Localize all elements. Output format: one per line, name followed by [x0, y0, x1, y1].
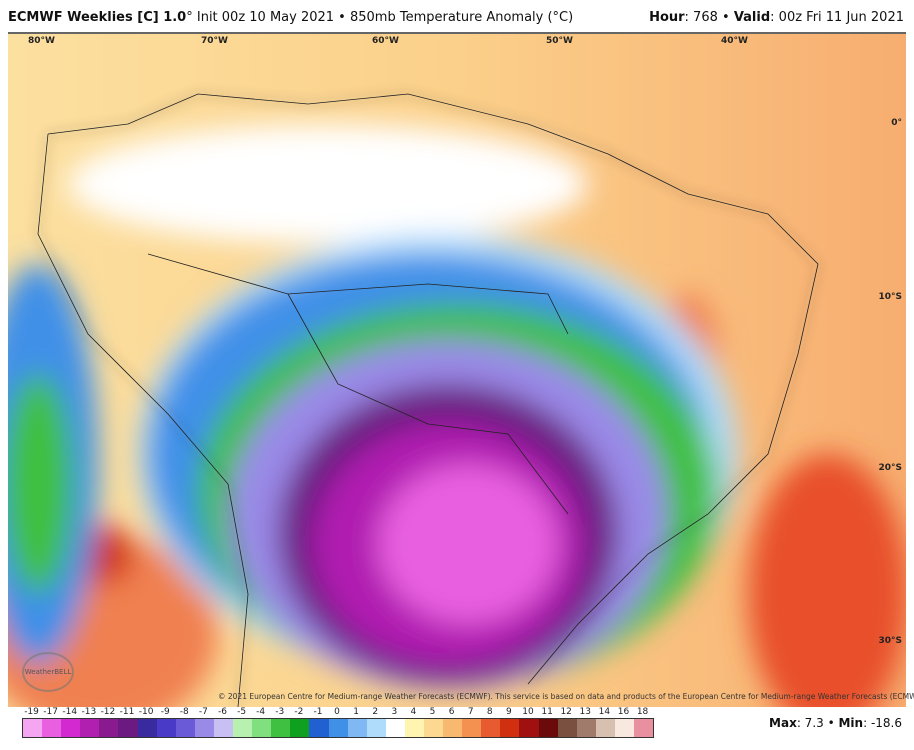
- max-min-readout: Max: 7.3 • Min: -18.6: [769, 716, 902, 730]
- anomaly-map: [8, 32, 906, 707]
- colorbar-tick-label: -11: [119, 707, 135, 717]
- colorbar-tick-label: 0: [334, 707, 340, 717]
- lat-label: 10°S: [878, 292, 902, 302]
- colorbar-swatch: [328, 719, 348, 737]
- colorbar-swatch: [423, 719, 444, 737]
- valid-time: Hour: 768 • Valid: 00z Fri 11 Jun 2021: [649, 10, 904, 25]
- colorbar-swatch: [118, 719, 138, 737]
- colorbar-tick-label: 8: [486, 707, 493, 717]
- anomaly-field: [8, 34, 906, 707]
- colorbar-tick-label: -17: [43, 707, 58, 717]
- colorbar-swatch: [366, 719, 386, 737]
- colorbar-swatch: [614, 719, 634, 737]
- lon-label: 40°W: [721, 36, 748, 46]
- colorbar-swatch: [309, 719, 329, 737]
- colorbar-tick-label: 16: [617, 707, 630, 717]
- colorbar-tick-label: -19: [24, 707, 39, 717]
- valid-label: Valid: [733, 10, 771, 25]
- colorbar-tick-label: -1: [313, 707, 323, 717]
- colorbar-swatch: [538, 719, 558, 737]
- lat-label: 20°S: [878, 463, 902, 473]
- copyright-notice: © 2021 European Centre for Medium-range …: [218, 692, 914, 701]
- colorbar-swatch: [42, 719, 62, 737]
- colorbar-tick-label: 10: [522, 707, 534, 717]
- colorbar-tick-label: -8: [179, 707, 189, 717]
- map-title: ECMWF Weeklies [C] 1.0° Init 00z 10 May …: [8, 10, 573, 25]
- colorbar-tick-label: 1: [353, 707, 359, 717]
- colorbar-swatch: [462, 719, 482, 737]
- colorbar-swatch: [271, 719, 291, 737]
- colorbar-swatch: [634, 719, 654, 737]
- colorbar-tick-label: 11: [541, 707, 553, 717]
- colorbar-swatch: [500, 719, 520, 737]
- min-label: Min: [838, 716, 864, 730]
- colorbar-tick-label: -6: [217, 707, 227, 717]
- colorbar-tick-label: 7: [467, 707, 474, 717]
- colorbar-tick-label: 18: [636, 707, 649, 717]
- colorbar-swatch: [61, 719, 81, 737]
- colorbar-tick-label: -7: [198, 707, 208, 717]
- colorbar-swatch: [23, 719, 43, 737]
- lon-label: 80°W: [28, 36, 55, 46]
- lat-label: 0°: [891, 118, 902, 128]
- colorbar-swatch: [385, 719, 405, 737]
- colorbar-tick-label: 6: [448, 707, 455, 717]
- init-info: Init 00z 10 May 2021 • 850mb Temperature…: [196, 10, 574, 25]
- hour-value: : 768 •: [684, 10, 734, 25]
- colorbar-tick-label: 13: [579, 707, 591, 717]
- colorbar-tick-label: 12: [560, 707, 572, 717]
- colorbar-swatch: [595, 719, 615, 737]
- lon-label: 50°W: [546, 36, 573, 46]
- colorbar-swatch: [252, 719, 272, 737]
- colorbar-swatch: [519, 719, 539, 737]
- colorbar-swatch: [347, 719, 367, 737]
- colorbar-swatch: [557, 719, 577, 737]
- degree-sign: °: [186, 10, 193, 25]
- weatherbell-logo: WeatherBELL: [22, 652, 74, 692]
- colorbar-tick-label: -9: [160, 707, 170, 717]
- colorbar-swatch: [137, 719, 157, 737]
- colorbar-tick-label: 5: [429, 707, 436, 717]
- lon-label: 60°W: [372, 36, 399, 46]
- colorbar-tick-label: 4: [410, 707, 417, 717]
- colorbar-tick-label: -13: [81, 707, 97, 717]
- colorbar: [22, 718, 654, 738]
- lat-label: 30°S: [878, 636, 902, 646]
- colorbar-tick-label: 3: [391, 707, 398, 717]
- colorbar-swatch: [99, 719, 119, 737]
- valid-value: : 00z Fri 11 Jun 2021: [770, 10, 904, 25]
- colorbar-swatch: [156, 719, 176, 737]
- colorbar-swatch: [443, 719, 463, 737]
- colorbar-swatch: [175, 719, 195, 737]
- colorbar-swatch: [194, 719, 214, 737]
- colorbar-swatch: [80, 719, 100, 737]
- colorbar-tick-label: -14: [62, 707, 78, 717]
- max-label: Max: [769, 716, 797, 730]
- colorbar-swatch: [404, 719, 424, 737]
- colorbar-swatch: [290, 719, 310, 737]
- colorbar-tick-label: 2: [372, 707, 379, 717]
- logo-text: WeatherBELL: [24, 668, 72, 676]
- colorbar-swatch: [213, 719, 234, 737]
- colorbar-tick-label: -4: [256, 707, 266, 717]
- colorbar-tick-label: -5: [237, 707, 247, 717]
- colorbar-swatch: [481, 719, 501, 737]
- max-value: : 7.3 •: [796, 716, 839, 730]
- product-name: ECMWF Weeklies [C] 1.0: [8, 10, 187, 25]
- colorbar-swatch: [233, 719, 253, 737]
- colorbar-tick-label: -3: [275, 707, 285, 717]
- lon-label: 70°W: [201, 36, 228, 46]
- colorbar-tick-label: 9: [506, 707, 512, 717]
- colorbar-tick-label: 14: [598, 707, 611, 717]
- min-value: : -18.6: [863, 716, 902, 730]
- colorbar-labels: -19 -17 -14 -13 -12 -11 -10 -9 -8 -7 -6 -5 -4 -3 -2 -1 0…: [22, 707, 652, 717]
- hour-label: Hour: [649, 10, 685, 25]
- colorbar-tick-label: -2: [294, 707, 304, 717]
- colorbar-swatch: [576, 719, 596, 737]
- colorbar-tick-label: -12: [100, 707, 116, 717]
- colorbar-tick-label: -10: [138, 707, 154, 717]
